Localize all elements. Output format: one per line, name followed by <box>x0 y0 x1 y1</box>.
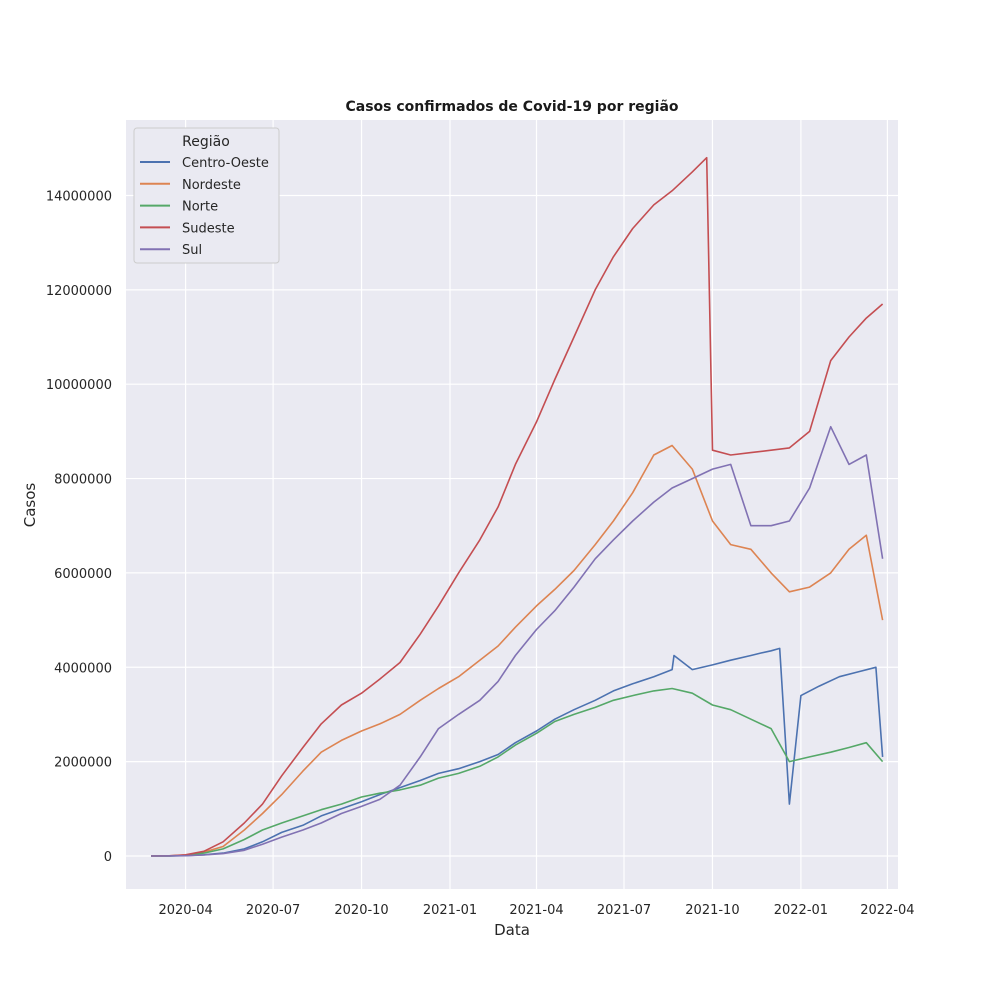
y-axis-label: Casos <box>21 483 39 528</box>
grid <box>126 120 898 889</box>
series-line-sudeste <box>150 156 884 857</box>
y-tick-label: 4000000 <box>54 661 112 676</box>
y-axis-ticks: 0 2000000 4000000 6000000 8000000 10000000 120… <box>46 189 112 864</box>
y-tick-label: 12000000 <box>46 284 112 299</box>
x-tick-label: 2020-07 <box>246 903 300 918</box>
series-layer <box>150 156 884 857</box>
legend-label: Sudeste <box>182 221 235 236</box>
legend-label: Nordeste <box>182 178 241 193</box>
legend-title: Região <box>182 134 230 150</box>
legend-box <box>133 127 280 264</box>
y-tick-label: 2000000 <box>54 756 112 771</box>
x-tick-label: 2022-04 <box>860 903 914 918</box>
legend-label: Sul <box>182 243 202 258</box>
x-tick-label: 2020-04 <box>158 903 212 918</box>
x-tick-label: 2021-10 <box>685 903 739 918</box>
y-tick-label: 8000000 <box>54 473 112 488</box>
chart-title: Casos confirmados de Covid-19 por região <box>345 99 678 115</box>
legend-label: Norte <box>182 200 218 215</box>
series-line-nordeste <box>150 444 884 857</box>
legend-label: Centro-Oeste <box>182 156 269 171</box>
series-line-sul <box>150 425 884 857</box>
y-tick-label: 14000000 <box>46 189 112 204</box>
y-tick-label: 6000000 <box>54 567 112 582</box>
x-tick-label: 2021-04 <box>509 903 563 918</box>
legend-items: Centro-Oeste Nordeste Norte Sudeste Sul <box>140 156 269 258</box>
x-tick-label: 2021-07 <box>597 903 651 918</box>
x-axis-ticks: 2020-04 2020-07 2020-10 2021-01 2021-04 2021-… <box>158 903 914 918</box>
y-tick-label: 0 <box>104 850 112 865</box>
x-tick-label: 2021-01 <box>423 903 477 918</box>
series-line-centro-oeste <box>150 647 884 857</box>
series-line-norte <box>150 687 884 857</box>
x-axis-label: Data <box>494 921 530 939</box>
legend: Região Centro-Oeste Nordeste Norte Sudeste S… <box>133 127 280 264</box>
x-tick-label: 2020-10 <box>334 903 388 918</box>
x-tick-label: 2022-01 <box>774 903 828 918</box>
y-tick-label: 10000000 <box>46 378 112 393</box>
